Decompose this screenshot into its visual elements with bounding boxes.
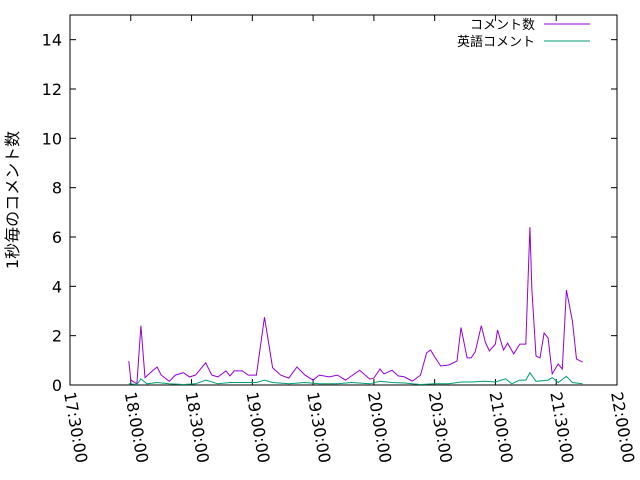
plot-border	[69, 14, 618, 386]
x-tick-label: 21:30:00	[546, 390, 577, 464]
x-tick-label: 17:30:00	[60, 390, 91, 464]
y-axis-label: 1秒毎のコメント数	[3, 131, 22, 269]
y-tick-label: 6	[52, 228, 62, 247]
series-group	[128, 227, 583, 386]
y-tick-label: 8	[52, 179, 62, 198]
y-tick-label: 10	[42, 129, 62, 148]
x-tick-label: 22:00:00	[607, 390, 638, 464]
y-tick-label: 14	[42, 31, 62, 50]
x-axis: 17:30:00 18:00:00 18:30:00 19:00:00 19:30:00…	[60, 15, 638, 464]
x-tick-label: 19:00:00	[242, 390, 273, 464]
y-tick-label: 2	[52, 327, 62, 346]
legend-label: コメント数	[470, 18, 535, 33]
x-tick-label: 19:30:00	[303, 390, 334, 464]
y-tick-label: 0	[52, 376, 62, 395]
y-tick-label: 12	[42, 80, 62, 99]
x-tick-label: 18:30:00	[182, 390, 213, 464]
x-tick-label: 18:00:00	[121, 390, 152, 464]
y-axis: 0 2 4 6 8 10 12 14	[42, 31, 617, 395]
legend-label: 英語コメント	[457, 34, 535, 50]
series-line-0	[128, 227, 583, 385]
x-tick-label: 20:30:00	[425, 390, 456, 464]
series-line-1	[128, 371, 583, 386]
y-tick-label: 4	[52, 277, 62, 296]
x-tick-label: 21:00:00	[486, 390, 517, 464]
x-tick-label: 20:00:00	[364, 390, 395, 464]
